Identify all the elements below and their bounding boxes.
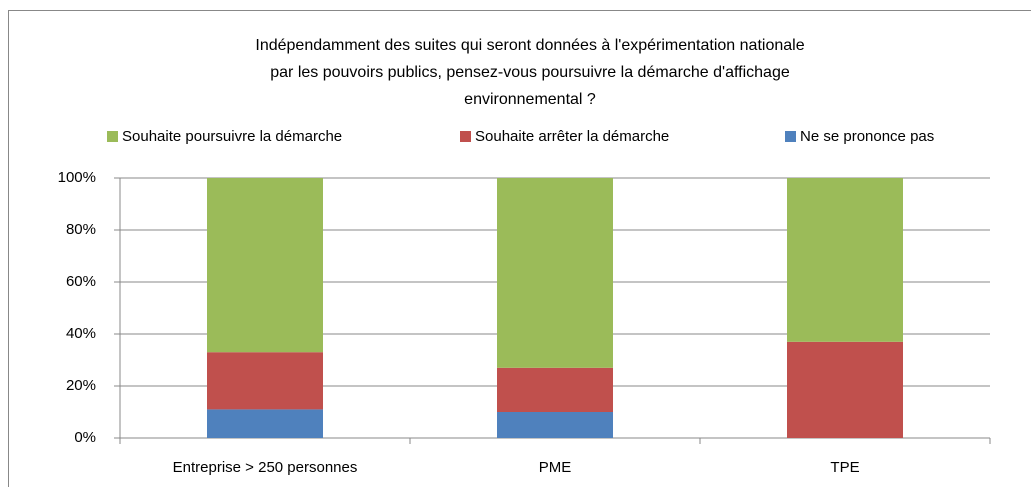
- y-tick-label: 80%: [66, 221, 96, 238]
- legend-label: Ne se prononce pas: [800, 128, 934, 145]
- chart-title: par les pouvoirs publics, pensez-vous po…: [270, 64, 790, 81]
- chart-title: Indépendamment des suites qui seront don…: [255, 37, 804, 54]
- y-tick-label: 60%: [66, 273, 96, 290]
- bar-segment: [207, 352, 323, 410]
- y-tick-label: 20%: [66, 377, 96, 394]
- legend-swatch: [460, 131, 471, 142]
- bar-segment: [497, 178, 613, 368]
- x-tick-label: PME: [539, 459, 572, 476]
- x-tick-label: Entreprise > 250 personnes: [173, 459, 358, 476]
- bar-segment: [207, 178, 323, 353]
- legend-label: Souhaite poursuivre la démarche: [122, 128, 342, 145]
- legend-swatch: [785, 131, 796, 142]
- bar-segment: [497, 367, 613, 412]
- bar-segment: [497, 412, 613, 438]
- x-tick-label: TPE: [830, 459, 859, 476]
- chart-title: environnemental ?: [464, 91, 596, 108]
- bar-segment: [207, 409, 323, 438]
- legend-label: Souhaite arrêter la démarche: [475, 128, 669, 145]
- y-tick-label: 40%: [66, 325, 96, 342]
- y-tick-label: 0%: [74, 429, 96, 446]
- bar-segment: [787, 341, 903, 438]
- legend-swatch: [107, 131, 118, 142]
- bar-segment: [787, 178, 903, 342]
- y-tick-label: 100%: [58, 169, 96, 186]
